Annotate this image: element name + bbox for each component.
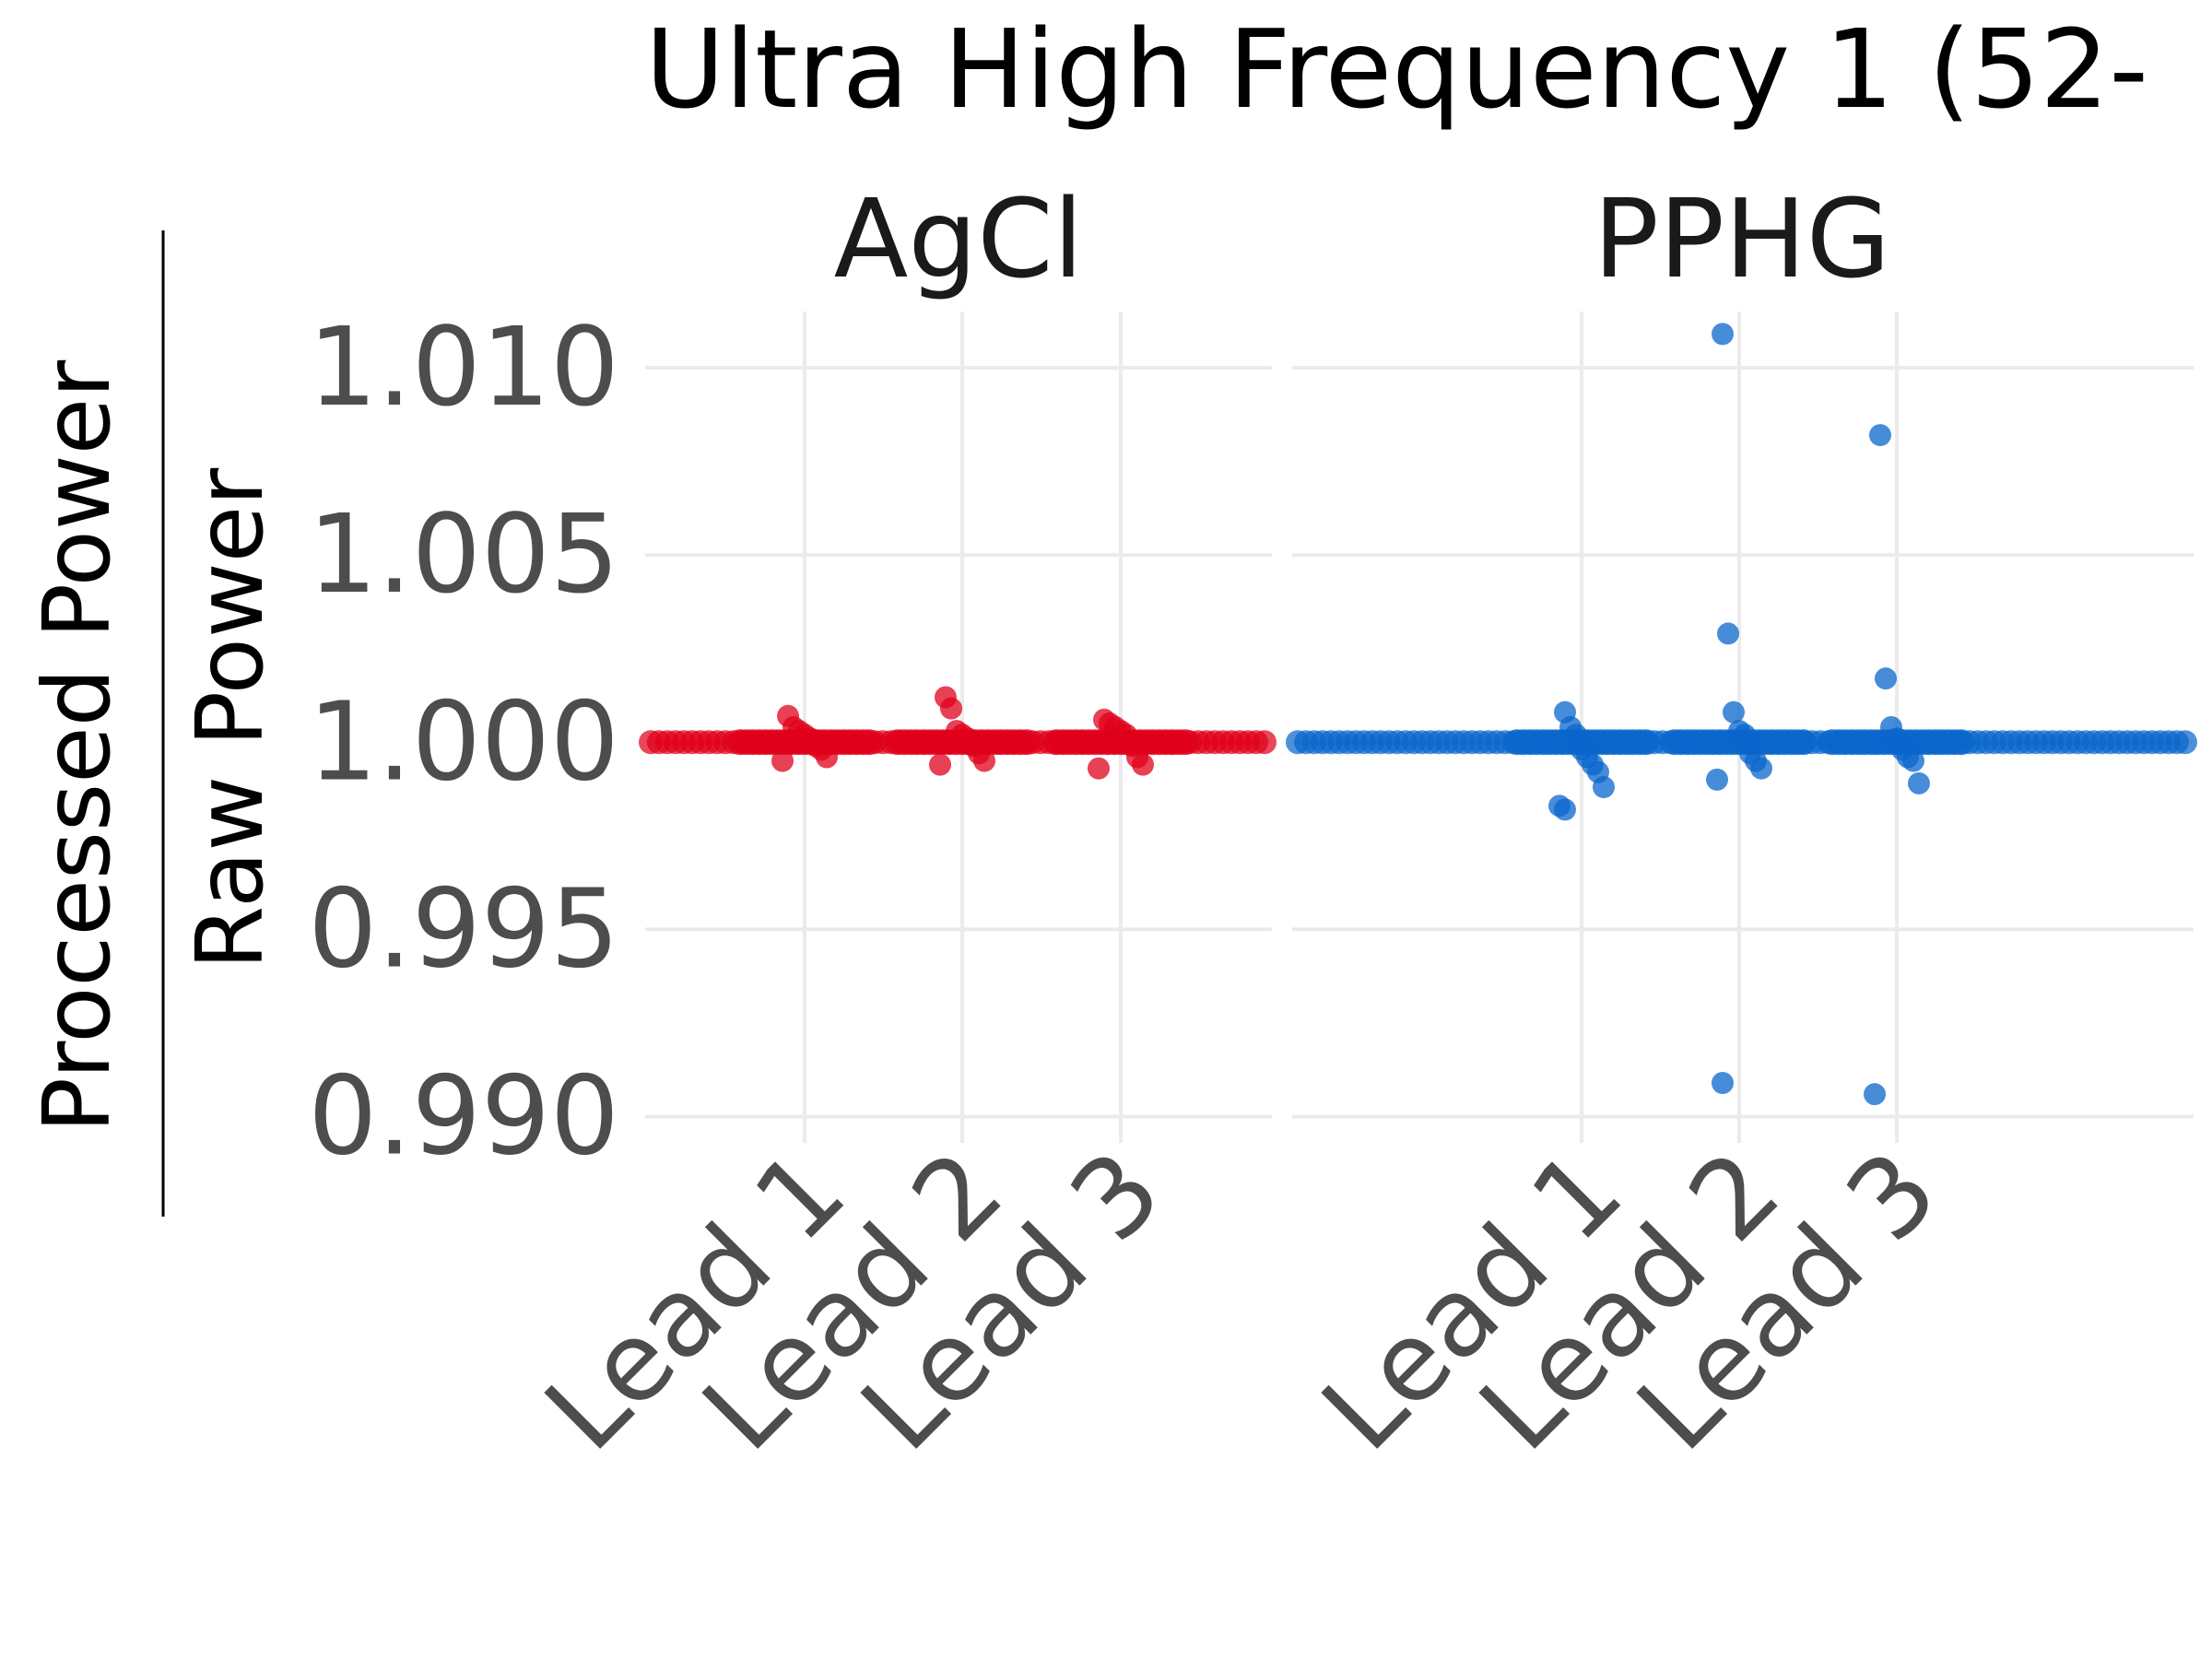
baseline-point xyxy=(1253,730,1277,755)
grid-layer xyxy=(645,312,2194,1143)
facet-label-pphg: PPHG xyxy=(1594,175,1890,302)
data-point xyxy=(1750,757,1772,780)
y-tick-label: 0.990 xyxy=(308,1053,619,1180)
data-point xyxy=(929,753,951,776)
data-point xyxy=(1132,753,1154,776)
data-point xyxy=(1723,700,1745,724)
y-tick-label: 1.000 xyxy=(308,677,619,805)
facet-label-agcl: AgCl xyxy=(834,175,1084,302)
data-point xyxy=(1864,1083,1886,1106)
y-axis-title: Processed Power Raw Power xyxy=(23,230,284,1217)
data-point xyxy=(1902,749,1924,772)
data-point xyxy=(940,697,962,720)
data-point xyxy=(1554,798,1576,821)
y-axis-title-numerator: Processed Power xyxy=(23,359,131,1133)
y-axis-title-denominator: Raw Power xyxy=(176,467,284,970)
baseline-point xyxy=(1633,729,1659,756)
data-point xyxy=(1869,424,1891,447)
data-point xyxy=(816,746,838,769)
data-point xyxy=(1712,323,1734,346)
data-point xyxy=(1875,667,1897,690)
data-point xyxy=(771,749,794,772)
baseline-layer xyxy=(639,729,2197,756)
data-point xyxy=(1712,1071,1734,1094)
baseline-point xyxy=(1948,729,1974,756)
y-axis-ticks: 0.990 0.995 1.000 1.005 1.010 xyxy=(308,303,619,1180)
data-point xyxy=(1593,776,1615,799)
baseline-point xyxy=(2173,730,2197,755)
points-layer xyxy=(771,323,1930,1106)
data-point xyxy=(1706,768,1728,791)
data-point xyxy=(1088,757,1110,780)
data-point xyxy=(1908,771,1930,794)
baseline-point xyxy=(1014,729,1040,756)
y-tick-label: 0.995 xyxy=(308,865,619,992)
data-point xyxy=(973,749,995,772)
data-point xyxy=(1717,622,1739,645)
baseline-point xyxy=(1791,729,1817,756)
y-tick-label: 1.010 xyxy=(308,303,619,430)
baseline-point xyxy=(1172,729,1198,756)
data-point xyxy=(1734,724,1756,747)
y-tick-label: 1.005 xyxy=(308,490,619,618)
chart-title: Ultra High Frequency 1 (52- xyxy=(645,6,2148,133)
baseline-point xyxy=(856,729,882,756)
